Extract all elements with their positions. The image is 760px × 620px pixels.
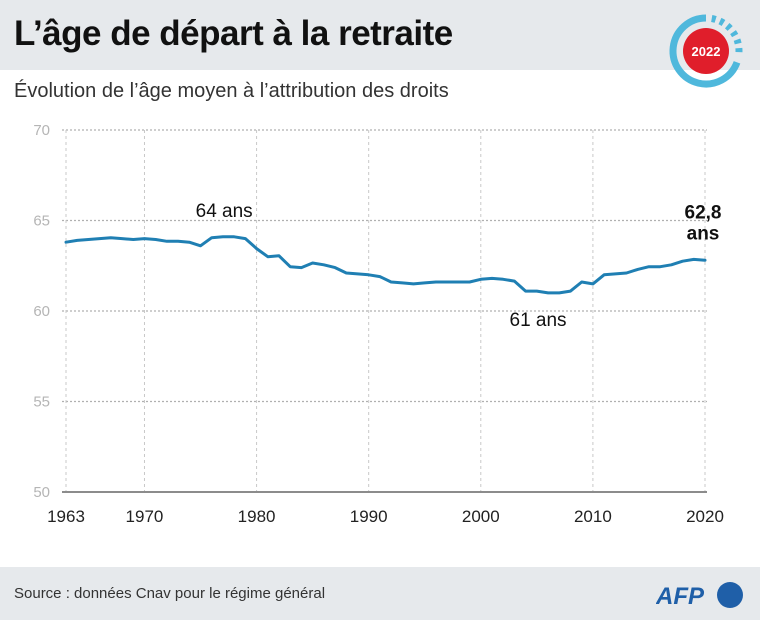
badge-ring-tick	[730, 30, 739, 38]
y-tick-label: 60	[33, 303, 50, 320]
x-tick-label: 1970	[126, 507, 164, 526]
badge-ring-arc	[669, 14, 741, 88]
annotation-last-value: 62,8	[685, 202, 722, 223]
badge-ring-tick	[733, 38, 742, 45]
x-tick-label: 2010	[574, 507, 612, 526]
y-tick-label: 50	[33, 484, 50, 501]
x-tick-label: 1990	[350, 507, 388, 526]
x-tick-label: 2000	[462, 507, 500, 526]
badge-disc	[683, 28, 729, 74]
x-tick-label: 1963	[47, 507, 85, 526]
badge-ring-tick	[711, 15, 717, 23]
grid	[62, 129, 707, 492]
y-tick-label: 70	[33, 122, 50, 139]
y-tick-label: 65	[33, 213, 50, 230]
annotation-last-unit: ans	[687, 223, 720, 244]
header-band	[0, 0, 760, 70]
y-axis-ticks: 50 55 60 65 70	[33, 122, 50, 501]
badge-year: 2022	[692, 44, 721, 59]
afp-logo-dot	[717, 582, 743, 608]
badge-ring	[669, 14, 743, 88]
annotation-61-ans: 61 ans	[510, 310, 567, 331]
series-line	[64, 235, 707, 295]
badge-ring-tick	[718, 17, 726, 27]
chart-title: L’âge de départ à la retraite	[14, 14, 453, 53]
year-badge-icon: 2022	[669, 14, 743, 88]
badge-ring-tick	[724, 23, 733, 31]
x-tick-label: 2020	[686, 507, 724, 526]
y-tick-label: 55	[33, 394, 50, 411]
afp-logo-text: AFP	[656, 583, 705, 610]
annotation-64-ans: 64 ans	[196, 201, 253, 222]
afp-logo-icon: AFP	[656, 582, 743, 610]
x-axis-ticks: 1963 1970 1980 1990 2000 2010 2020	[47, 507, 724, 526]
chart-subtitle: Évolution de l’âge moyen à l’attribution…	[14, 80, 449, 102]
footer-band	[0, 567, 760, 620]
x-tick-label: 1980	[238, 507, 276, 526]
source-note: Source : données Cnav pour le régime gén…	[14, 585, 326, 602]
